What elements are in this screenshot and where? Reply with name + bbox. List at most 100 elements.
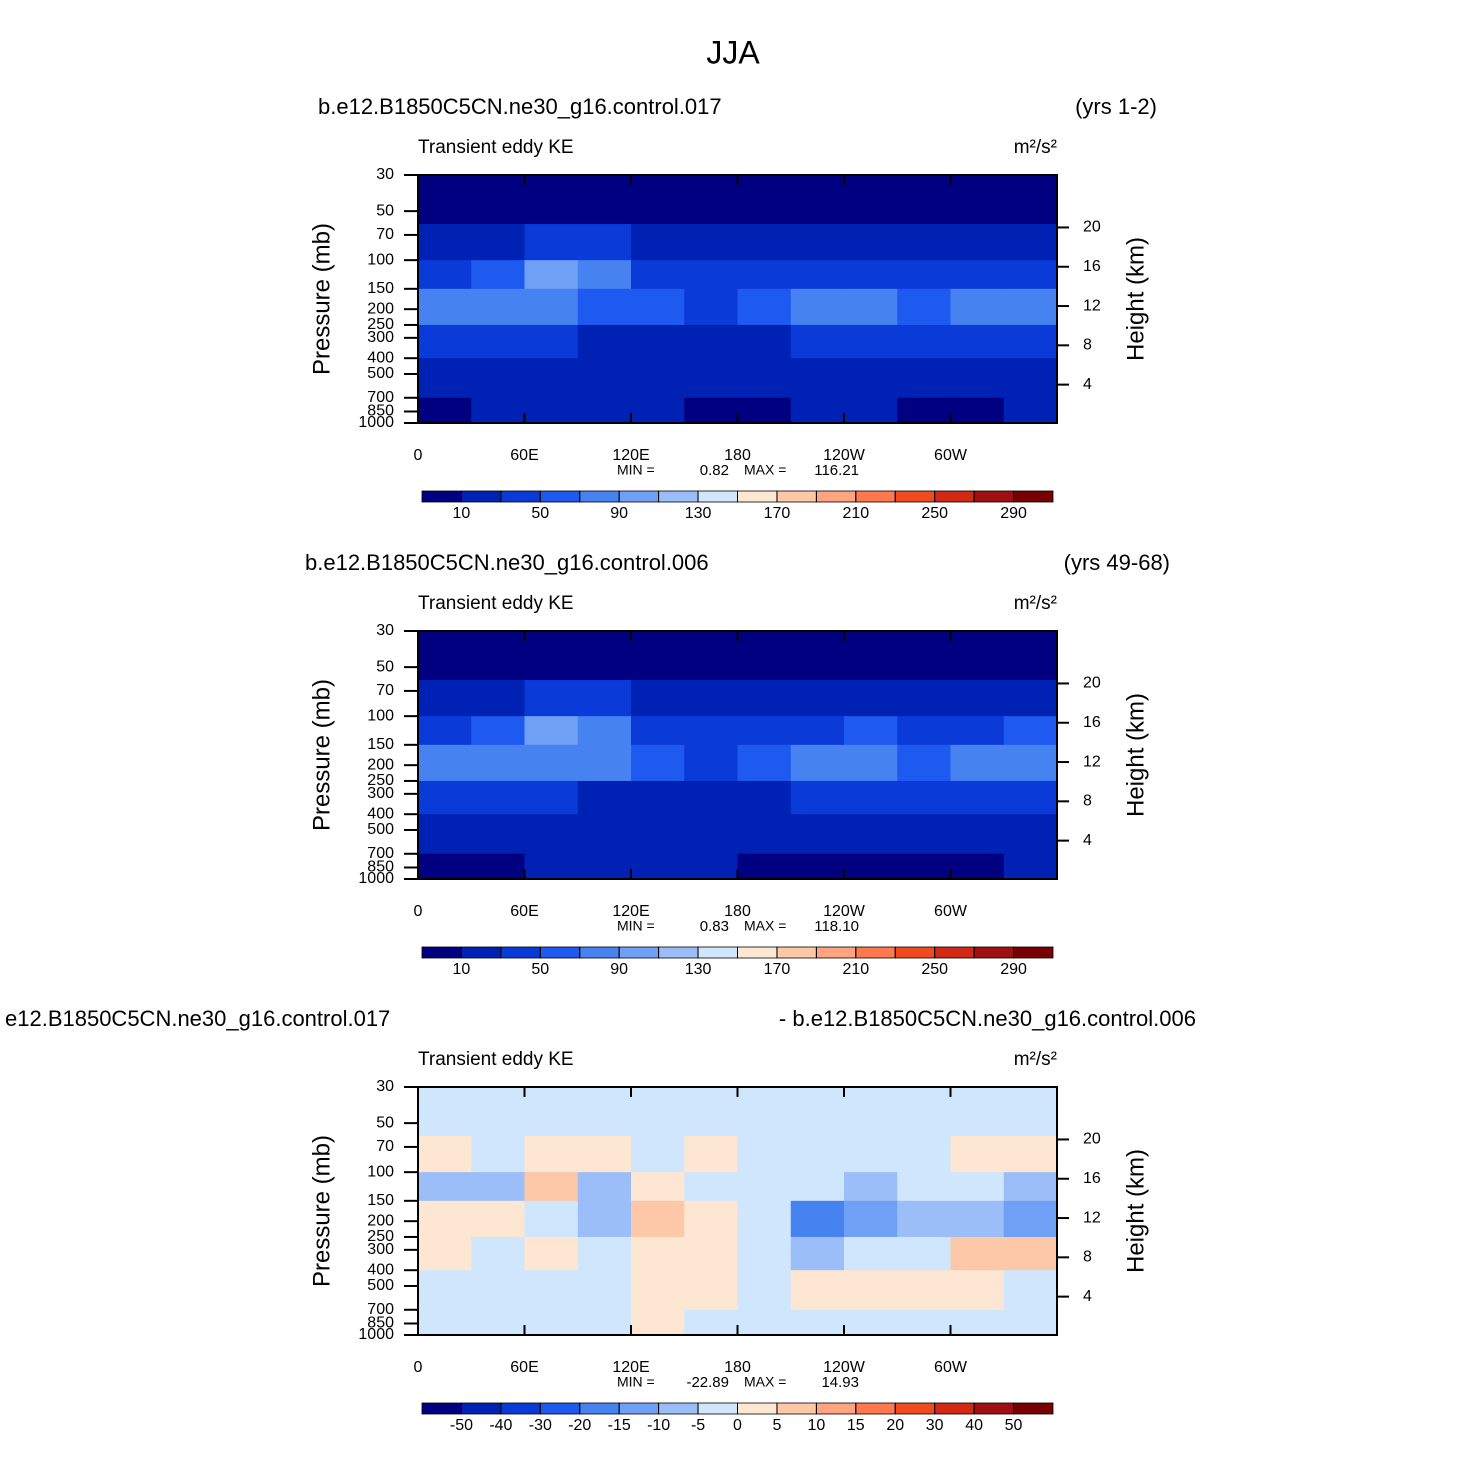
colorbar-label: 290 [1000, 961, 1027, 978]
contour-cell [950, 1236, 1005, 1271]
contour-cell [950, 397, 1005, 424]
contour-cell [737, 716, 792, 746]
contour-cell [684, 716, 738, 746]
colorbar-label: 10 [807, 1417, 825, 1434]
x-tick-label: 180 [724, 1359, 751, 1376]
y-tick-label: 50 [376, 202, 394, 219]
contour-cell [631, 744, 685, 782]
y-tick-label: 250 [367, 1228, 394, 1245]
colorbar-box [815, 1402, 857, 1415]
colorbar-box [934, 1402, 975, 1415]
contour-cell [684, 260, 738, 290]
contour-cell [524, 1087, 579, 1137]
panel-title-left: b.e12.B1850C5CN.ne30_g16.control.017 [318, 94, 722, 119]
panel-title-right: - b.e12.B1850C5CN.ne30_g16.control.006 [779, 1006, 1196, 1031]
y-axis-label: Pressure (mb) [308, 679, 335, 831]
y-tick-label: 150 [367, 1192, 394, 1209]
contour-cell [577, 358, 632, 399]
colorbar-label: 50 [531, 505, 549, 522]
contour-cell [631, 1136, 685, 1173]
contour-cell [631, 1270, 685, 1311]
contour-cell [737, 814, 792, 855]
y-axis-label: Pressure (mb) [308, 1135, 335, 1287]
contour-cell [524, 716, 579, 746]
contour-cell [471, 780, 525, 815]
colorbar-box [737, 1402, 778, 1415]
contour-cell [950, 814, 1005, 855]
colorbar-label: 50 [531, 961, 549, 978]
y-tick-label: 850 [367, 859, 394, 876]
y2-tick-label: 12 [1083, 297, 1101, 314]
contour-cell [950, 1200, 1005, 1238]
x-tick-label: 180 [724, 447, 751, 464]
colorbar-label: -5 [691, 1417, 705, 1434]
colorbar-label: 130 [685, 961, 712, 978]
subtitle: Transient eddy KE [418, 593, 574, 614]
colorbar-label: 5 [772, 1417, 781, 1434]
colorbar-label: 50 [1005, 1417, 1023, 1434]
x-tick-label: 60E [510, 1359, 538, 1376]
contour-cell [1003, 324, 1058, 359]
contour-cell [471, 175, 525, 225]
contour-cell [471, 1136, 525, 1173]
colorbar-box [894, 1402, 936, 1415]
colorbar-box [461, 490, 502, 503]
colorbar-box [658, 1402, 699, 1415]
y-tick-label: 400 [367, 1261, 394, 1278]
contour-cell [684, 1136, 738, 1173]
contour-cell [950, 324, 1005, 359]
contour-cell [950, 1309, 1005, 1336]
contour-cell [418, 744, 472, 782]
contour-cell [684, 1200, 738, 1238]
contour-cell [418, 1136, 472, 1173]
contour-cell [844, 853, 898, 880]
contour-cell [471, 1200, 525, 1238]
x-tick-label: 60W [934, 903, 968, 920]
contour-cell [897, 260, 951, 290]
colorbar-label: 210 [842, 961, 869, 978]
colorbar-box [539, 490, 581, 503]
contour-cell [631, 288, 685, 326]
contour-cell [524, 260, 579, 290]
contour-cell [897, 1172, 951, 1202]
contour-cell [631, 680, 685, 717]
contour-cell [524, 1172, 579, 1202]
max-label: MAX = [744, 1374, 786, 1390]
contour-cell [524, 1309, 579, 1336]
contour-cell [1003, 288, 1058, 326]
colorbar-box [697, 1402, 738, 1415]
contour-cell [684, 631, 738, 681]
contour-cell [897, 1309, 951, 1336]
x-tick-label: 120E [612, 1359, 649, 1376]
contour-cell [844, 1309, 898, 1336]
contour-cell [631, 780, 685, 815]
contour-cell [524, 853, 579, 880]
contour-cell [790, 853, 845, 880]
x-tick-label: 60E [510, 903, 538, 920]
contour-cell [950, 358, 1005, 399]
contour-cell [577, 744, 632, 782]
contour-cell [524, 780, 579, 815]
contour-cell [897, 853, 951, 880]
contour-cell [737, 1200, 792, 1238]
contour-cell [577, 631, 632, 681]
contour-cell [577, 260, 632, 290]
contour-cell [950, 744, 1005, 782]
y-tick-label: 300 [367, 785, 394, 802]
contour-cell [950, 716, 1005, 746]
colorbar-label: 40 [965, 1417, 983, 1434]
y-tick-label: 70 [376, 226, 394, 243]
contour-cell [631, 324, 685, 359]
contour-cell [524, 1136, 579, 1173]
contour-cell [790, 780, 845, 815]
colorbar-label: 10 [453, 961, 471, 978]
contour-cell [737, 1236, 792, 1271]
y-tick-label: 30 [376, 1078, 394, 1095]
contour-cell [790, 1236, 845, 1271]
colorbar-box [855, 1402, 896, 1415]
contour-cell [897, 1236, 951, 1271]
x-tick-label: 120E [612, 447, 649, 464]
colorbar-label: 10 [453, 505, 471, 522]
y2-tick-label: 8 [1083, 337, 1092, 354]
panel-title-right: (yrs 1-2) [1075, 94, 1157, 119]
